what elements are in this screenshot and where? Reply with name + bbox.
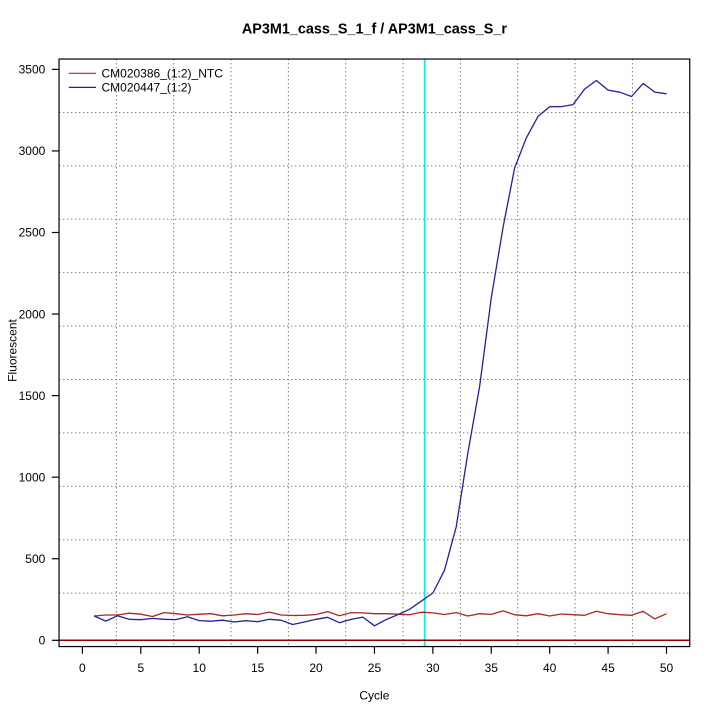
- svg-text:15: 15: [251, 661, 265, 675]
- svg-text:45: 45: [601, 661, 615, 675]
- svg-text:20: 20: [309, 661, 323, 675]
- svg-text:1500: 1500: [19, 389, 46, 403]
- svg-text:AP3M1_cass_S_1_f / AP3M1_cass_: AP3M1_cass_S_1_f / AP3M1_cass_S_r: [242, 22, 507, 38]
- svg-text:2000: 2000: [19, 307, 46, 321]
- svg-text:25: 25: [368, 661, 382, 675]
- svg-text:5: 5: [137, 661, 144, 675]
- svg-text:2500: 2500: [19, 226, 46, 240]
- svg-text:0: 0: [39, 634, 46, 648]
- svg-text:500: 500: [25, 552, 45, 566]
- svg-text:35: 35: [485, 661, 499, 675]
- svg-text:Cycle: Cycle: [359, 689, 389, 703]
- svg-text:CM020386_(1:2)_NTC: CM020386_(1:2)_NTC: [102, 66, 224, 80]
- svg-text:1000: 1000: [19, 470, 46, 484]
- svg-text:30: 30: [426, 661, 440, 675]
- svg-text:Fluorescent: Fluorescent: [6, 318, 20, 381]
- svg-text:10: 10: [193, 661, 207, 675]
- svg-text:40: 40: [543, 661, 557, 675]
- svg-text:3000: 3000: [19, 144, 46, 158]
- svg-text:3500: 3500: [19, 63, 46, 77]
- svg-text:CM020447_(1:2): CM020447_(1:2): [102, 81, 192, 95]
- svg-text:50: 50: [660, 661, 674, 675]
- svg-text:0: 0: [79, 661, 86, 675]
